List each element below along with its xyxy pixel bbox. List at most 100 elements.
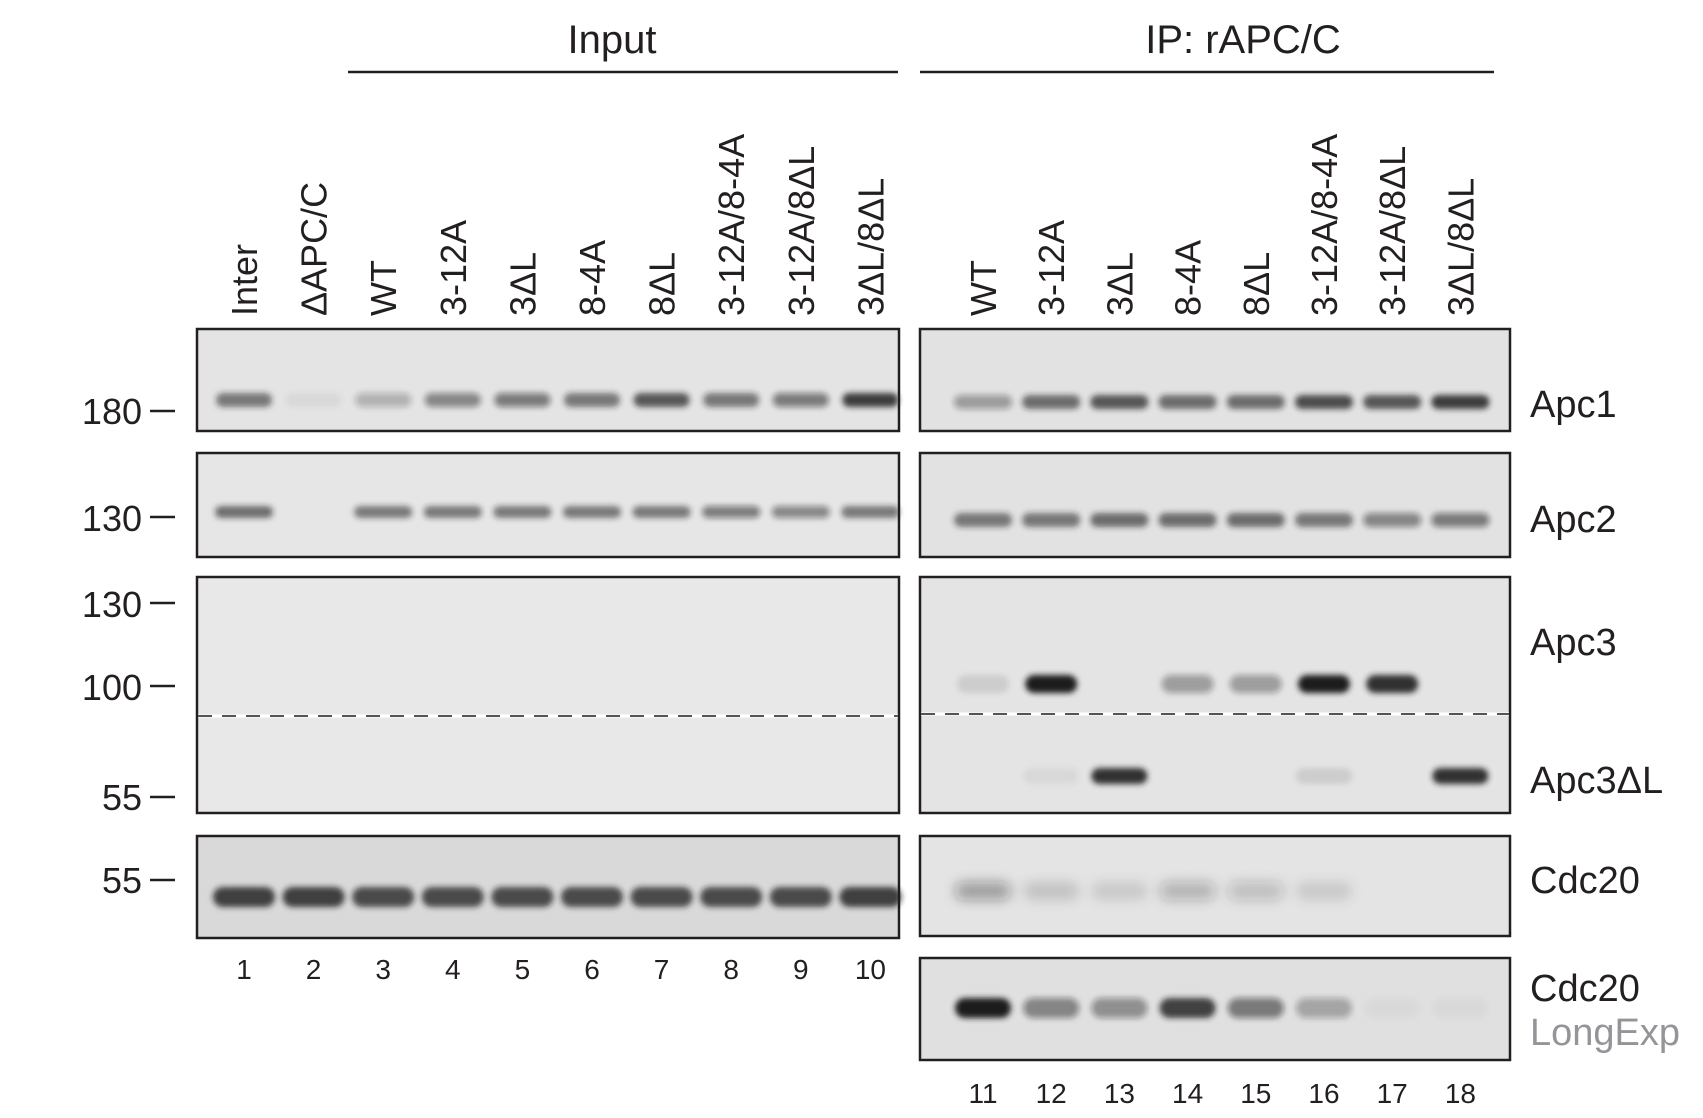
lane-label-input-10: 3ΔL/8ΔL xyxy=(850,178,891,316)
lane-label-input-4: 3-12A xyxy=(433,220,474,316)
apc1-input-band-lane-8 xyxy=(703,393,760,407)
lane-number-2: 2 xyxy=(306,954,322,985)
cdc20-long-ip-band-lane-1 xyxy=(955,998,1011,1018)
lane-number-17: 17 xyxy=(1377,1078,1408,1109)
lane-label-input-7: 8ΔL xyxy=(642,252,683,316)
apc2-ip-band-lane-4 xyxy=(1158,513,1217,527)
apc1-input-band-lane-10 xyxy=(842,393,899,407)
cdc20-input-band-lane-10 xyxy=(839,887,902,907)
apc1-ip-band-lane-7 xyxy=(1363,395,1422,409)
mw-marker-100: 100 xyxy=(82,667,142,708)
apc3-ip-panel xyxy=(918,575,1512,815)
apc1-input-band-lane-5 xyxy=(494,393,551,407)
cdc20-input-band-lane-9 xyxy=(769,887,832,907)
cdc20-input-band-lane-7 xyxy=(630,887,693,907)
cdc20-ip-band-lane-2 xyxy=(1023,882,1080,900)
lane-number-3: 3 xyxy=(375,954,391,985)
apc3-ip-band-lane-5 xyxy=(1229,675,1282,693)
cdc20-long-ip-band-lane-2 xyxy=(1023,998,1080,1018)
protein-labels: Apc1 Apc2 Apc3 Apc3ΔL Cdc20 Cdc20 LongEx… xyxy=(1530,384,1680,1054)
apc1-input-band-lane-4 xyxy=(424,393,481,407)
apc1-input-band-lane-9 xyxy=(772,393,829,407)
cdc20-long-ip-band-lane-5 xyxy=(1227,998,1284,1018)
lane-label-input-3: WT xyxy=(363,260,404,316)
mw-marker-55-apc3: 55 xyxy=(102,777,142,818)
apc1-input-band-lane-6 xyxy=(564,393,620,407)
cdc20-input-band-lane-2 xyxy=(282,887,345,907)
cdc20-input-band-lane-1 xyxy=(213,887,275,907)
cdc20-input-band-lane-8 xyxy=(700,887,763,907)
apc2-input-band-lane-6 xyxy=(563,506,621,518)
apc2-input-band-lane-5 xyxy=(493,506,552,518)
apc3-ip-band-lane-7 xyxy=(1366,675,1419,693)
apc2-input-band-lane-3 xyxy=(354,506,413,518)
cdc20-input-band-lane-4 xyxy=(421,887,484,907)
apc1-ip-band-lane-8 xyxy=(1431,395,1490,409)
cdc20-input-band-lane-5 xyxy=(491,887,554,907)
cdc20-long-ip-band-lane-3 xyxy=(1091,998,1148,1018)
apc1-ip-band-lane-4 xyxy=(1158,395,1217,409)
lane-number-6: 6 xyxy=(584,954,600,985)
mw-markers: 180 130 130 100 55 55 xyxy=(82,391,175,901)
protein-label-apc3dl: Apc3ΔL xyxy=(1530,760,1663,802)
cdc20-ip-band-lane-4 xyxy=(1159,882,1216,900)
lane-number-18: 18 xyxy=(1445,1078,1476,1109)
lane-number-7: 7 xyxy=(654,954,670,985)
cdc20-ip-panel xyxy=(918,834,1512,938)
lane-labels: Inter ΔAPC/C WT 3-12A 3ΔL 8-4A 8ΔL 3-12A/8-4A 3-… xyxy=(224,134,1481,316)
apc2-ip-band-lane-8 xyxy=(1431,513,1490,527)
cdc20-input-band-lane-3 xyxy=(352,887,415,907)
lane-label-ip-4: 8-4A xyxy=(1168,240,1209,316)
lane-label-ip-8: 3ΔL/8ΔL xyxy=(1440,178,1481,316)
lane-number-9: 9 xyxy=(793,954,809,985)
apc3-ip-band-lane-1 xyxy=(957,675,1009,693)
apc1-input-band-lane-2 xyxy=(285,393,342,407)
lane-number-12: 12 xyxy=(1036,1078,1067,1109)
lane-number-1: 1 xyxy=(236,954,252,985)
apc1-ip-band-lane-5 xyxy=(1226,395,1285,409)
apc1-ip-band-lane-6 xyxy=(1295,395,1353,409)
cdc20-ip-band-lane-3 xyxy=(1091,882,1148,900)
lane-label-input-2: ΔAPC/C xyxy=(294,182,335,316)
apc3-ip-band-lane-2 xyxy=(1025,675,1078,693)
cdc20-ip-band-lane-1 xyxy=(955,882,1011,900)
lane-label-input-1: Inter xyxy=(224,244,265,316)
lane-number-14: 14 xyxy=(1172,1078,1203,1109)
protein-label-cdc20-long: Cdc20 xyxy=(1530,968,1640,1010)
apc1-ip-band-lane-1 xyxy=(954,395,1012,409)
apc2-ip-band-lane-7 xyxy=(1363,513,1422,527)
apc1-ip-band-lane-3 xyxy=(1090,395,1149,409)
lane-number-4: 4 xyxy=(445,954,461,985)
apc2-ip-band-lane-2 xyxy=(1022,513,1081,527)
protein-label-cdc20: Cdc20 xyxy=(1530,860,1640,902)
protein-label-apc3: Apc3 xyxy=(1530,622,1617,664)
lane-label-ip-1: WT xyxy=(963,260,1004,316)
lane-number-16: 16 xyxy=(1308,1078,1339,1109)
lane-label-input-5: 3ΔL xyxy=(502,252,543,316)
apc3dl-ip-band-lane-3 xyxy=(1091,768,1148,784)
cdc20-ip-band-lane-6 xyxy=(1296,882,1352,900)
lane-label-ip-3: 3ΔL xyxy=(1099,252,1140,316)
apc1-input-panel xyxy=(195,327,901,433)
input-group-title: Input xyxy=(568,18,657,62)
lane-number-15: 15 xyxy=(1240,1078,1271,1109)
lane-number-13: 13 xyxy=(1104,1078,1135,1109)
apc2-input-band-lane-8 xyxy=(702,506,761,518)
lane-label-input-6: 8-4A xyxy=(572,240,613,316)
lane-number-8: 8 xyxy=(723,954,739,985)
mw-marker-130-apc2: 130 xyxy=(82,498,142,539)
cdc20-long-ip-band-lane-7 xyxy=(1364,998,1420,1018)
lane-label-input-9: 3-12A/8ΔL xyxy=(781,146,822,316)
protein-label-cdc20-longexp: LongExp xyxy=(1530,1012,1680,1054)
protein-label-apc2: Apc2 xyxy=(1530,499,1617,541)
apc2-input-band-lane-4 xyxy=(423,506,482,518)
cdc20-long-ip-band-lane-4 xyxy=(1159,998,1216,1018)
ip-group-title: IP: rAPC/C xyxy=(1145,18,1341,62)
apc3-input-panel xyxy=(195,575,901,815)
blot-panels xyxy=(195,327,1512,1062)
apc2-input-band-lane-9 xyxy=(771,506,830,518)
cdc20-long-ip-band-lane-8 xyxy=(1432,998,1488,1018)
apc2-ip-panel xyxy=(918,451,1512,559)
